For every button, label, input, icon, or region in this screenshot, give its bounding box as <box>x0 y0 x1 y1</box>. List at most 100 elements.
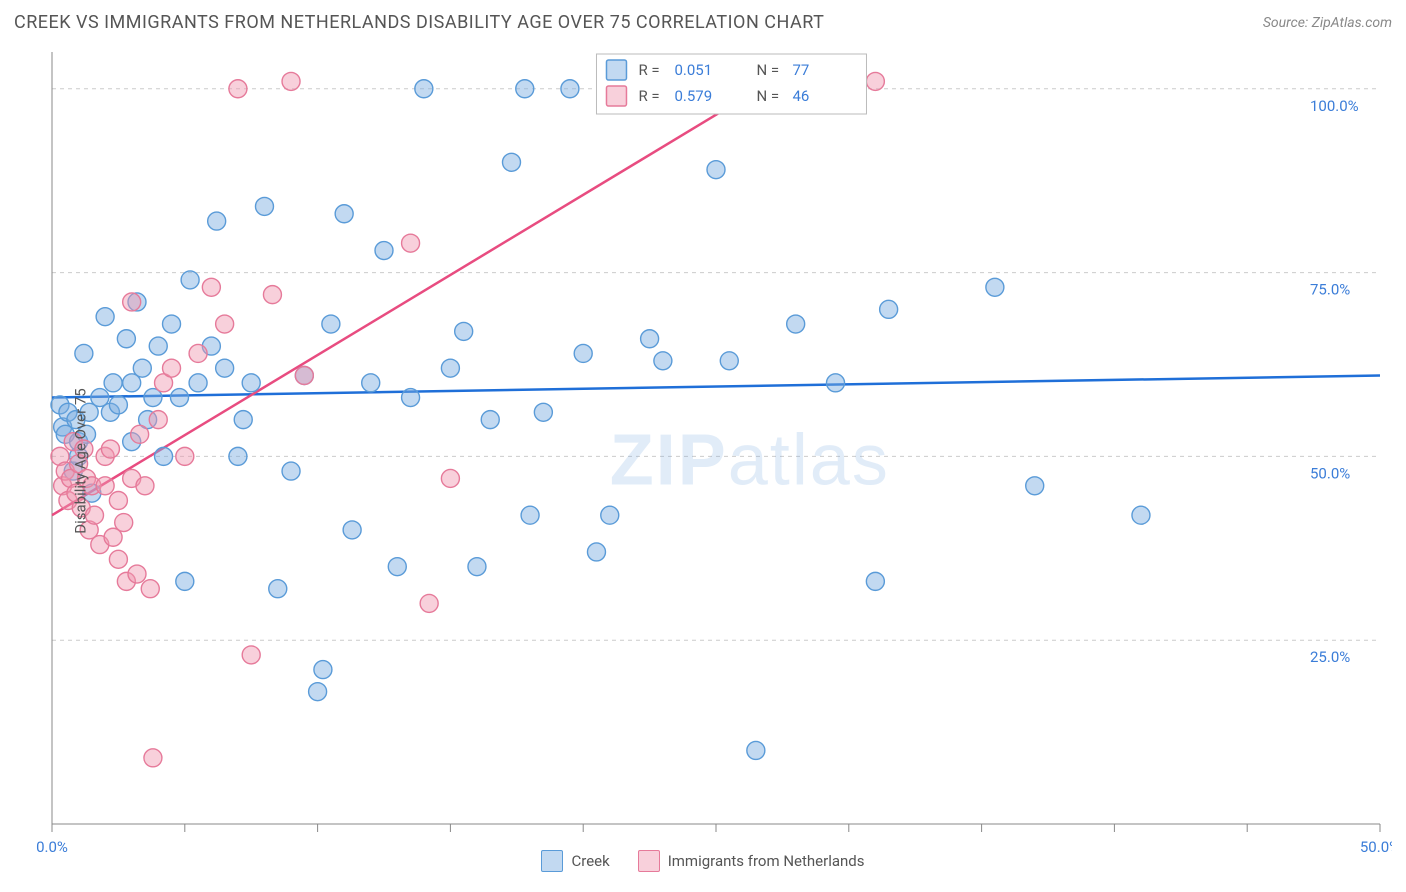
legend-r-label: R = <box>638 87 659 105</box>
data-point <box>163 359 181 377</box>
data-point <box>242 374 260 392</box>
data-point <box>375 242 393 260</box>
scatter-chart: 25.0%50.0%75.0%100.0%ZIPatlas0.0%50.0%R … <box>14 44 1392 878</box>
data-point <box>229 447 247 465</box>
watermark: ZIPatlas <box>610 420 890 500</box>
chart-title: CREEK VS IMMIGRANTS FROM NETHERLANDS DIS… <box>14 12 824 33</box>
data-point <box>343 521 361 539</box>
data-point <box>155 447 173 465</box>
data-point <box>181 271 199 289</box>
data-point <box>866 72 884 90</box>
data-point <box>216 359 234 377</box>
data-point <box>866 572 884 590</box>
legend-n-label: N = <box>756 87 779 105</box>
data-point <box>123 293 141 311</box>
y-tick-label: 50.0% <box>1310 464 1350 482</box>
data-point <box>986 278 1004 296</box>
data-point <box>295 367 313 385</box>
data-point <box>269 580 287 598</box>
data-point <box>521 506 539 524</box>
data-point <box>144 749 162 767</box>
data-point <box>502 153 520 171</box>
data-point <box>322 315 340 333</box>
data-point <box>208 212 226 230</box>
data-point <box>747 741 765 759</box>
legend-r-value: 0.051 <box>674 61 712 79</box>
legend-r-value: 0.579 <box>674 87 712 105</box>
legend-item: Creek <box>541 850 609 872</box>
data-point <box>309 683 327 701</box>
legend-swatch <box>606 60 626 80</box>
legend-item: Immigrants from Netherlands <box>638 850 865 872</box>
data-point <box>282 462 300 480</box>
data-point <box>202 278 220 296</box>
data-point <box>1026 477 1044 495</box>
legend-label: Creek <box>571 852 609 870</box>
data-point <box>117 330 135 348</box>
legend-swatch <box>541 850 563 872</box>
chart-area: Disability Age Over 75 25.0% 50.0% 75.0% 10… <box>14 44 1392 878</box>
data-point <box>601 506 619 524</box>
data-point <box>516 80 534 98</box>
data-point <box>96 477 114 495</box>
legend-label: Immigrants from Netherlands <box>668 852 865 870</box>
data-point <box>189 374 207 392</box>
data-point <box>109 491 127 509</box>
data-point <box>101 440 119 458</box>
chart-header: CREEK VS IMMIGRANTS FROM NETHERLANDS DIS… <box>14 12 1392 33</box>
data-point <box>131 425 149 443</box>
data-point <box>534 403 552 421</box>
data-point <box>388 558 406 576</box>
data-point <box>255 197 273 215</box>
data-point <box>229 80 247 98</box>
data-point <box>441 469 459 487</box>
data-point <box>481 411 499 429</box>
legend-n-value: 77 <box>792 61 809 79</box>
data-point <box>880 300 898 318</box>
legend-swatch <box>638 850 660 872</box>
data-point <box>362 374 380 392</box>
data-point <box>468 558 486 576</box>
data-point <box>587 543 605 561</box>
data-point <box>136 477 154 495</box>
data-point <box>335 205 353 223</box>
data-point <box>176 447 194 465</box>
data-point <box>561 80 579 98</box>
correlation-legend <box>596 54 866 114</box>
data-point <box>263 286 281 304</box>
data-point <box>170 389 188 407</box>
data-point <box>149 411 167 429</box>
legend-r-label: R = <box>638 61 659 79</box>
data-point <box>455 322 473 340</box>
data-point <box>216 315 234 333</box>
y-axis-label: Disability Age Over 75 <box>72 388 90 533</box>
y-tick-label: 100.0% <box>1310 97 1359 115</box>
data-point <box>1132 506 1150 524</box>
data-point <box>109 396 127 414</box>
data-point <box>234 411 252 429</box>
data-point <box>189 344 207 362</box>
data-point <box>402 234 420 252</box>
y-tick-label: 75.0% <box>1310 281 1350 299</box>
data-point <box>827 374 845 392</box>
chart-container: CREEK VS IMMIGRANTS FROM NETHERLANDS DIS… <box>0 0 1406 892</box>
data-point <box>176 572 194 590</box>
data-point <box>415 80 433 98</box>
data-point <box>441 359 459 377</box>
series-legend: Creek Immigrants from Netherlands <box>14 850 1392 872</box>
data-point <box>574 344 592 362</box>
data-point <box>96 308 114 326</box>
data-point <box>654 352 672 370</box>
data-point <box>402 389 420 407</box>
legend-swatch <box>606 86 626 106</box>
data-point <box>163 315 181 333</box>
data-point <box>787 315 805 333</box>
chart-source: Source: ZipAtlas.com <box>1263 15 1392 31</box>
data-point <box>149 337 167 355</box>
data-point <box>314 661 332 679</box>
data-point <box>707 161 725 179</box>
data-point <box>420 594 438 612</box>
data-point <box>109 550 127 568</box>
data-point <box>115 514 133 532</box>
y-tick-label: 25.0% <box>1310 648 1350 666</box>
